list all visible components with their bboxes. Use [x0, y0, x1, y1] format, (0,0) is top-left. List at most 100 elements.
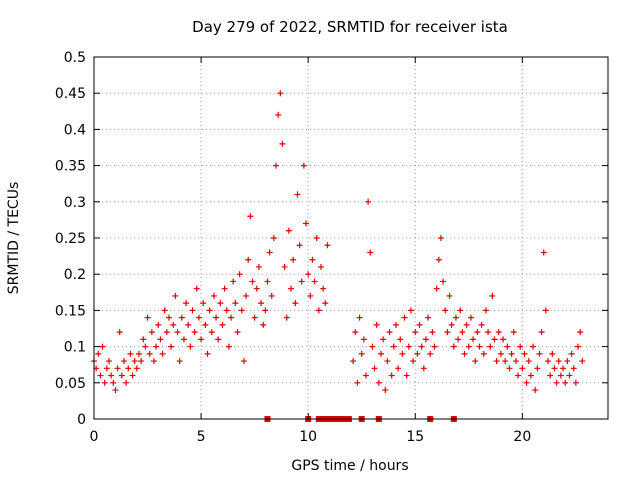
data-point [521, 350, 528, 357]
data-point [478, 321, 485, 328]
data-point [185, 321, 192, 328]
data-point [448, 321, 455, 328]
data-point [225, 343, 232, 350]
data-point [431, 343, 438, 350]
data-point [223, 307, 230, 314]
data-point [388, 372, 395, 379]
data-point [101, 379, 108, 386]
data-point [309, 256, 316, 263]
data-point [425, 314, 432, 321]
data-point [281, 263, 288, 270]
data-point [165, 314, 172, 321]
data-point [527, 372, 534, 379]
data-point [568, 350, 575, 357]
data-point [238, 307, 245, 314]
data-point [532, 387, 539, 394]
data-point [193, 285, 200, 292]
data-point [324, 242, 331, 249]
data-point [427, 350, 434, 357]
data-point [557, 372, 564, 379]
data-point [315, 307, 322, 314]
data-point [135, 350, 142, 357]
data-point [390, 343, 397, 350]
data-point [384, 358, 391, 365]
x-tick-label: 20 [513, 429, 531, 445]
data-point [538, 329, 545, 336]
data-point [318, 263, 325, 270]
data-point [577, 329, 584, 336]
data-point [320, 285, 327, 292]
data-point [403, 372, 410, 379]
data-point [358, 350, 365, 357]
data-point [228, 314, 235, 321]
data-point [367, 249, 374, 256]
data-point [195, 314, 202, 321]
data-point [442, 307, 449, 314]
data-point [268, 292, 275, 299]
data-point [519, 365, 526, 372]
data-point [172, 292, 179, 299]
data-point [174, 329, 181, 336]
data-point [562, 379, 569, 386]
data-point [144, 314, 151, 321]
data-point [159, 350, 166, 357]
data-point [459, 329, 466, 336]
data-point [210, 292, 217, 299]
data-point [534, 365, 541, 372]
data-point [564, 358, 571, 365]
data-point [123, 379, 130, 386]
data-point [350, 358, 357, 365]
data-point [288, 285, 295, 292]
data-point [405, 343, 412, 350]
data-point [249, 278, 256, 285]
data-point [251, 314, 258, 321]
data-points [91, 90, 586, 394]
data-point [150, 358, 157, 365]
data-point [365, 198, 372, 205]
data-point [200, 300, 207, 307]
grid-lines [94, 57, 608, 419]
x-tick-label: 15 [406, 429, 424, 445]
data-point [465, 343, 472, 350]
x-tick-label: 5 [197, 429, 206, 445]
data-point [253, 285, 260, 292]
data-point [480, 350, 487, 357]
y-tick-label: 0.4 [64, 122, 86, 138]
data-point [461, 350, 468, 357]
data-point [506, 365, 513, 372]
data-point [375, 379, 382, 386]
data-point [270, 235, 277, 241]
data-point [497, 350, 504, 357]
data-point [120, 358, 127, 365]
data-point [380, 336, 387, 343]
data-point [560, 365, 567, 372]
data-point [422, 336, 429, 343]
data-point [360, 336, 367, 343]
data-point [386, 329, 393, 336]
data-point [112, 387, 119, 394]
data-point [140, 336, 147, 343]
data-point [572, 379, 579, 386]
data-point [553, 379, 560, 386]
data-point [243, 292, 250, 299]
x-tick-label: 0 [90, 429, 99, 445]
data-point [178, 314, 185, 321]
y-tick-label: 0.1 [64, 340, 86, 356]
data-point [103, 365, 110, 372]
data-point [435, 256, 442, 263]
data-point [283, 314, 290, 321]
data-point [232, 300, 239, 307]
data-point [369, 343, 376, 350]
data-point [485, 329, 492, 336]
data-point [105, 358, 112, 365]
data-point [530, 343, 537, 350]
data-point [296, 242, 303, 249]
data-point [410, 358, 417, 365]
data-point [407, 307, 414, 314]
data-point [294, 191, 301, 198]
data-point [354, 379, 361, 386]
data-point [536, 350, 543, 357]
data-point [487, 343, 494, 350]
y-tick-label: 0.5 [64, 50, 86, 66]
